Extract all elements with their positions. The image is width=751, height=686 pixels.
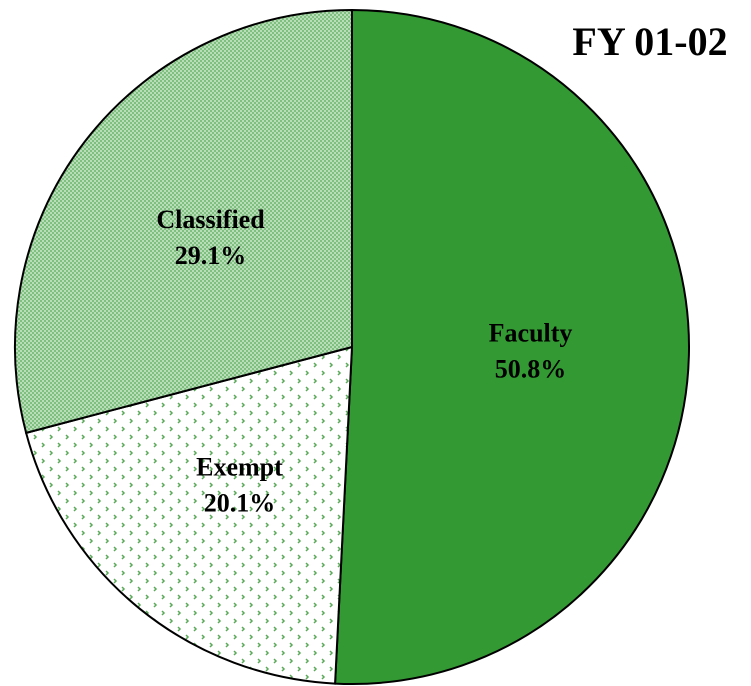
pie-slice bbox=[14, 8, 353, 435]
slice-value-label: 20.1% bbox=[204, 489, 276, 518]
slice-value-label: 50.8% bbox=[495, 354, 567, 383]
pie-slice bbox=[24, 345, 354, 685]
chart-title: FY 01-02 bbox=[572, 19, 727, 64]
slice-label: Exempt bbox=[196, 453, 283, 482]
slice-label: Classified bbox=[156, 205, 265, 234]
slice-value-label: 29.1% bbox=[175, 241, 247, 270]
slice-label: Faculty bbox=[489, 318, 573, 347]
pie-slice bbox=[334, 8, 691, 685]
